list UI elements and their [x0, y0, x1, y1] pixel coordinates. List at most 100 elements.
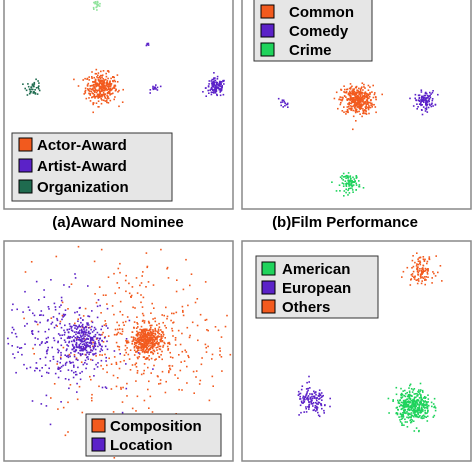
scatter-point-american — [406, 421, 408, 423]
scatter-point-european — [316, 409, 318, 411]
scatter-point-actor-award — [90, 90, 93, 93]
scatter-point-artist-award — [210, 86, 213, 89]
legend-swatch-common — [260, 4, 275, 19]
scatter-point-composition — [176, 279, 178, 281]
scatter-point-common — [341, 98, 344, 101]
scatter-point-artist-award — [211, 88, 214, 91]
scatter-point-composition — [59, 320, 62, 323]
scatter-point-others — [419, 263, 422, 266]
scatter-point-composition — [146, 342, 149, 344]
scatter-point-artist-award — [208, 92, 210, 94]
scatter-point-artist-award — [146, 43, 149, 46]
scatter-point-common — [352, 93, 355, 95]
scatter-point-european — [313, 390, 315, 393]
scatter-point-composition — [113, 356, 116, 358]
scatter-point-composition — [157, 335, 159, 337]
scatter-point-composition — [160, 337, 162, 339]
scatter-point-composition — [154, 317, 156, 320]
scatter-point-location — [105, 387, 108, 389]
scatter-point-american — [409, 383, 412, 386]
scatter-point-location — [89, 341, 92, 344]
scatter-point-american — [387, 397, 390, 400]
scatter-point-location — [37, 330, 40, 333]
scatter-point-composition — [127, 340, 129, 342]
scatter-point-location — [80, 335, 82, 338]
scatter-point-common — [369, 91, 371, 94]
scatter-point-location — [85, 367, 87, 370]
scatter-point-artist-award — [202, 91, 204, 93]
scatter-point-composition — [132, 306, 134, 309]
scatter-point-common — [350, 92, 352, 95]
scatter-point-composition — [171, 365, 174, 367]
scatter-point-composition — [166, 345, 169, 348]
scatter-point-american — [417, 409, 419, 411]
legend-swatch-location — [91, 437, 106, 452]
scatter-point-american — [419, 393, 421, 395]
scatter-point-actor-award — [102, 84, 104, 87]
scatter-point-composition — [145, 336, 147, 339]
scatter-point-composition — [186, 382, 188, 384]
scatter-point-composition — [143, 341, 146, 344]
scatter-point-actor-award — [95, 84, 97, 86]
scatter-point-location — [87, 315, 89, 317]
scatter-point-common — [368, 97, 370, 100]
scatter-point-european — [317, 401, 320, 404]
scatter-point-location — [93, 375, 95, 377]
scatter-point-crime — [346, 182, 349, 185]
scatter-point-actor-award — [105, 78, 107, 81]
scatter-point-crime — [347, 180, 349, 182]
scatter-point-european — [309, 387, 311, 389]
scatter-point-composition — [142, 334, 144, 336]
scatter-point-location — [60, 344, 63, 347]
scatter-point-common — [353, 104, 356, 106]
scatter-point-location — [35, 367, 37, 369]
scatter-point-location — [125, 387, 128, 390]
scatter-point-composition — [154, 333, 157, 336]
scatter-point-others — [422, 271, 424, 274]
scatter-point-common — [362, 100, 364, 103]
scatter-point-location — [69, 355, 71, 358]
scatter-point-location — [76, 382, 78, 385]
scatter-point-common — [354, 108, 357, 110]
scatter-point-location — [39, 321, 41, 324]
scatter-point-composition — [157, 330, 160, 332]
scatter-point-location — [121, 411, 124, 414]
scatter-point-composition — [123, 354, 126, 356]
scatter-point-common — [366, 102, 369, 105]
scatter-point-location — [38, 299, 40, 301]
scatter-point-location — [59, 322, 61, 325]
scatter-point-common — [358, 92, 360, 94]
scatter-point-actor-award — [104, 93, 107, 95]
scatter-point-actor-award — [88, 90, 91, 92]
scatter-point-european — [318, 415, 321, 418]
scatter-point-location — [44, 364, 47, 366]
scatter-point-european — [329, 405, 331, 408]
scatter-point-composition — [142, 329, 144, 332]
scatter-point-american — [397, 401, 400, 403]
scatter-point-common — [356, 111, 359, 113]
scatter-point-american — [422, 403, 425, 405]
scatter-point-crime — [347, 177, 349, 179]
scatter-point-american — [413, 388, 416, 390]
scatter-point-composition — [142, 345, 145, 348]
scatter-point-organization — [33, 81, 36, 84]
scatter-point-composition — [98, 385, 100, 388]
scatter-point-composition — [158, 322, 160, 325]
scatter-point-crime — [355, 189, 357, 191]
scatter-point-comedy — [420, 104, 422, 107]
scatter-point-artist-award — [218, 81, 221, 84]
scatter-point-location — [71, 343, 74, 346]
scatter-point-artist-award — [209, 89, 211, 91]
scatter-point-location — [86, 356, 88, 359]
scatter-point-composition — [196, 324, 199, 327]
scatter-point-composition — [136, 395, 139, 398]
scatter-point-common — [346, 108, 349, 111]
legend-label-artist-award: Artist-Award — [37, 158, 127, 175]
scatter-point-composition — [173, 312, 175, 315]
scatter-point-comedy — [431, 98, 434, 100]
scatter-point-composition — [145, 351, 148, 353]
scatter-point-american — [418, 409, 421, 411]
scatter-point-artist-award — [214, 86, 217, 88]
scatter-point-location — [70, 329, 73, 331]
scatter-point-location — [98, 343, 101, 345]
